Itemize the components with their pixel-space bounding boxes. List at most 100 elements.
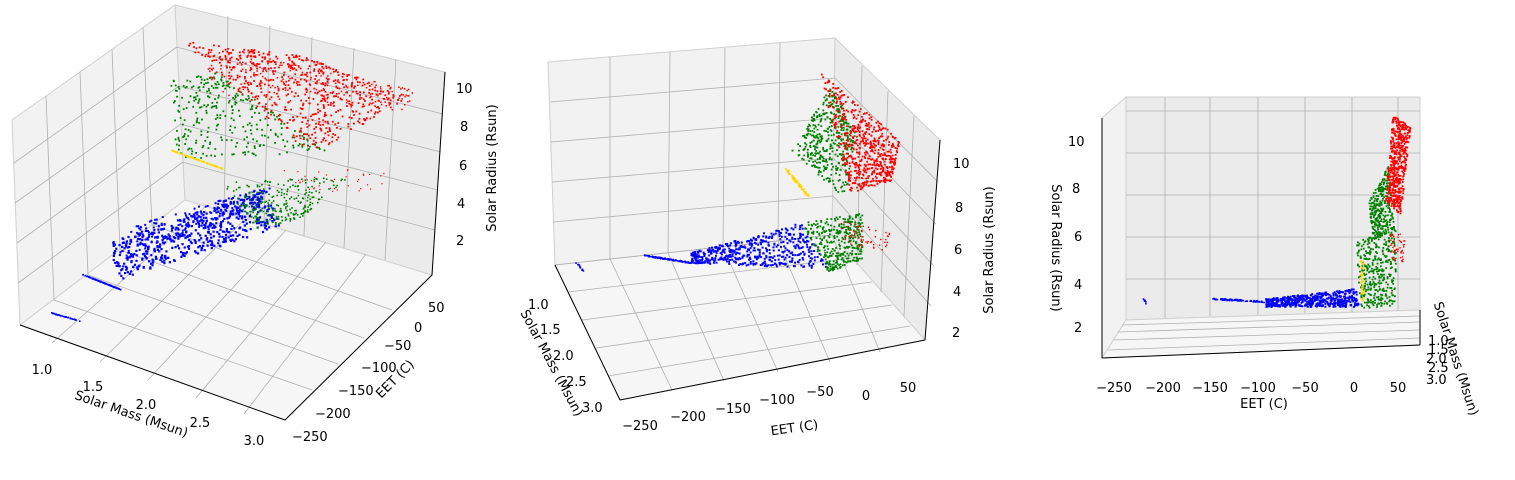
scatter-point-red xyxy=(284,106,287,109)
scatter-point-blue xyxy=(717,258,720,261)
scatter-point-blue xyxy=(806,243,808,246)
scatter-point-red xyxy=(362,81,365,84)
scatter-point-blue xyxy=(89,276,92,279)
scatter-point-red xyxy=(855,130,857,133)
scatter-point-blue xyxy=(163,227,166,230)
scatter-point-red xyxy=(376,94,379,97)
scatter-point-blue xyxy=(258,206,261,209)
scatter-point-green xyxy=(195,121,198,124)
scatter-point-red xyxy=(881,249,883,251)
scatter-point-red xyxy=(305,88,307,91)
scatter-point-green xyxy=(195,98,197,101)
scatter-point-blue xyxy=(193,207,196,210)
scatter-point-blue xyxy=(244,195,247,198)
scatter-point-green xyxy=(270,111,272,113)
scatter-point-blue xyxy=(652,256,655,258)
scatter-point-red xyxy=(865,140,867,142)
scatter-point-green xyxy=(825,239,828,242)
scatter-point-blue xyxy=(225,210,228,212)
scatter-point-green xyxy=(828,260,831,263)
scatter-point-red xyxy=(272,59,275,62)
scatter-point-blue xyxy=(1345,289,1348,292)
scatter-point-green xyxy=(274,209,276,212)
scatter-point-green xyxy=(825,104,828,107)
scatter-point-red xyxy=(229,61,231,64)
scatter-point-red xyxy=(292,56,295,58)
scatter-point-blue xyxy=(197,232,200,235)
scatter-point-blue xyxy=(121,241,124,245)
scatter-point-blue xyxy=(212,235,215,238)
scatter-point-blue xyxy=(763,265,766,268)
scatter-point-blue xyxy=(765,235,768,238)
scatter-point-green xyxy=(170,84,173,87)
scatter-point-blue xyxy=(138,238,142,241)
y-tick-label: −100 xyxy=(759,393,795,408)
scatter-point-green xyxy=(227,85,229,87)
scatter-point-green xyxy=(843,264,846,266)
scatter-point-blue xyxy=(165,236,168,238)
scatter-point-green xyxy=(191,150,194,153)
scatter-point-red xyxy=(294,78,297,81)
scatter-point-red xyxy=(870,241,872,244)
scatter-point-red xyxy=(278,89,280,92)
scatter-point-red xyxy=(320,82,323,85)
scatter-point-blue xyxy=(784,235,787,238)
scatter-point-red xyxy=(379,86,382,88)
scatter-point-red xyxy=(836,100,838,103)
scatter-point-green xyxy=(844,260,847,263)
scatter-point-red xyxy=(886,244,888,246)
scatter-point-blue xyxy=(141,238,144,241)
scatter-point-blue xyxy=(786,265,789,268)
scatter-point-green xyxy=(831,266,834,269)
scatter-point-red xyxy=(388,97,390,100)
scatter-point-red xyxy=(854,179,857,182)
scatter-point-blue xyxy=(194,211,197,214)
scatter-point-red xyxy=(883,163,886,166)
scatter-point-red xyxy=(884,171,886,174)
scatter-point-green xyxy=(830,119,833,122)
scatter-point-blue xyxy=(808,251,811,254)
scatter-point-red xyxy=(238,51,241,54)
scatter-point-red xyxy=(872,177,874,180)
scatter-point-red xyxy=(890,168,893,171)
scatter-point-blue xyxy=(659,257,662,260)
scatter-point-green xyxy=(840,252,843,255)
scatter-point-red xyxy=(864,137,867,140)
scatter-point-green xyxy=(840,227,843,230)
scatter-point-green xyxy=(809,227,812,230)
scatter-point-blue xyxy=(234,238,237,241)
scatter-point-green xyxy=(231,131,234,134)
scatter-point-blue xyxy=(1270,303,1273,305)
scatter-point-green xyxy=(259,144,261,147)
scatter-point-green xyxy=(822,157,825,160)
scatter-point-green xyxy=(267,202,269,204)
scatter-point-green xyxy=(215,83,218,86)
scatter-point-blue xyxy=(747,263,750,266)
scatter-point-red xyxy=(327,82,329,84)
scatter-point-green xyxy=(303,136,305,139)
scatter-point-blue xyxy=(239,194,242,197)
scatter-point-blue xyxy=(182,252,186,255)
scatter-point-green xyxy=(251,108,253,110)
scatter-point-red xyxy=(332,90,335,93)
scatter-point-green xyxy=(843,241,846,244)
scatter-point-blue xyxy=(743,245,746,248)
scatter-point-green xyxy=(271,213,274,215)
scatter-point-red xyxy=(228,71,231,74)
scatter-point-red xyxy=(293,81,295,84)
scatter-point-red xyxy=(313,187,315,189)
scatter-point-red xyxy=(332,102,334,105)
scatter-point-green xyxy=(255,215,257,218)
scatter-point-blue xyxy=(215,211,218,214)
scatter-point-blue xyxy=(1302,295,1305,298)
scatter-point-green xyxy=(283,196,286,199)
scatter-point-green xyxy=(812,160,814,163)
scatter-point-red xyxy=(299,67,302,70)
scatter-point-red xyxy=(258,83,261,86)
scatter-point-green xyxy=(816,222,819,225)
scatter-point-blue xyxy=(813,259,816,262)
scatter-point-green xyxy=(826,266,828,268)
scatter-point-green xyxy=(845,169,847,172)
scatter-point-red xyxy=(329,92,332,94)
scatter-point-blue xyxy=(778,233,781,236)
